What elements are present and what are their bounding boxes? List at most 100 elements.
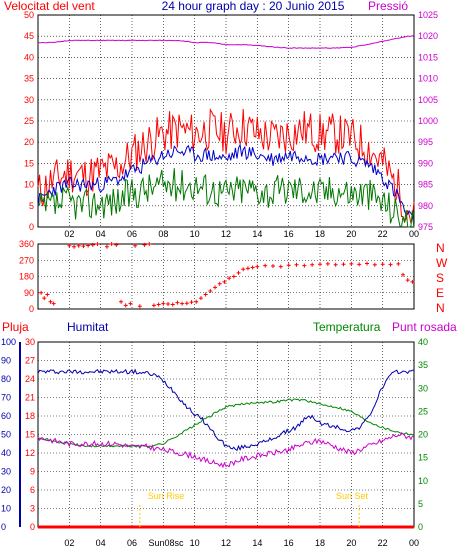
rain-humidity-y-tick-label: 90: [1, 356, 11, 366]
direction-point: [245, 266, 250, 271]
pressure-series: [38, 34, 415, 49]
temperature-y-tick-label: 35: [418, 360, 428, 370]
climate-x-tick-label: 00: [409, 538, 419, 548]
direction-point: [198, 296, 203, 301]
direction-point: [302, 263, 307, 268]
direction-point: [189, 300, 194, 305]
direction-point: [271, 264, 275, 269]
direction-point: [365, 261, 369, 266]
compass-letter: E: [436, 286, 444, 300]
rain-humidity-y-tick-label: 0: [1, 522, 6, 532]
dewpoint-y-tick-label: 0: [30, 522, 35, 532]
label-temperature: Temperatura: [313, 320, 381, 334]
pressure-y-tick-label: 1005: [418, 95, 438, 105]
direction-point: [109, 242, 114, 246]
wind-y-tick-label: 50: [24, 10, 34, 20]
direction-point: [180, 301, 185, 306]
direction-point: [119, 299, 124, 304]
direction-point: [388, 262, 393, 267]
dewpoint-y-tick-label: 21: [25, 393, 35, 403]
title-wind-speed: Velocitat del vent: [4, 0, 95, 13]
climate-x-tick-label: 20: [346, 538, 356, 548]
sunrise-label: Sun Rise: [148, 491, 185, 501]
direction-y-tick-label: 270: [19, 255, 34, 265]
rain-humidity-y-tick-label: 80: [1, 374, 11, 384]
chart-marks: 0510152025303540455097598098599099510001…: [1, 10, 438, 548]
wind-y-tick-label: 5: [29, 201, 34, 211]
wind-x-tick-label: 00: [409, 229, 419, 239]
compass-letter: S: [436, 271, 444, 285]
pressure-y-tick-label: 990: [418, 158, 433, 168]
temperature-y-tick-label: 30: [418, 383, 428, 393]
compass-letter: N: [436, 241, 445, 255]
direction-point: [250, 265, 255, 270]
direction-point: [286, 263, 291, 268]
wind-x-tick-label: 12: [221, 229, 231, 239]
direction-point: [161, 301, 166, 306]
direction-point: [42, 296, 47, 301]
rain-humidity-y-tick-label: 10: [1, 504, 11, 514]
wind-y-tick-label: 45: [24, 31, 34, 41]
direction-point: [95, 242, 100, 246]
wind-y-tick-label: 30: [24, 95, 34, 105]
direction-point: [142, 242, 147, 247]
direction-point: [241, 267, 246, 272]
direction-point: [151, 303, 156, 308]
temperature-y-tick-label: 15: [418, 453, 428, 463]
direction-point: [263, 263, 268, 268]
direction-point: [39, 290, 44, 295]
wind-y-tick-label: 25: [24, 116, 34, 126]
temperature-series: [37, 398, 415, 448]
direction-point: [278, 264, 283, 269]
direction-point: [147, 242, 152, 246]
direction-point: [67, 243, 72, 248]
direction-point: [194, 299, 199, 304]
direction-point: [333, 262, 338, 267]
wind-x-tick-label: 04: [96, 229, 106, 239]
direction-point: [166, 301, 171, 306]
pressure-y-tick-label: 985: [418, 180, 433, 190]
direction-point: [175, 300, 180, 305]
dewpoint-y-tick-label: 27: [25, 356, 35, 366]
compass-letter: W: [436, 256, 448, 270]
dewpoint-y-tick-label: 30: [25, 337, 35, 347]
direction-y-tick-label: 90: [24, 288, 34, 298]
dewpoint-series: [37, 432, 415, 469]
temperature-y-tick-label: 10: [418, 476, 428, 486]
direction-point: [81, 244, 86, 249]
direction-y-tick-label: 180: [19, 272, 34, 282]
direction-point: [227, 276, 232, 281]
wind-x-tick-label: 14: [252, 229, 262, 239]
direction-point: [137, 304, 142, 309]
dewpoint-y-tick-label: 12: [25, 448, 35, 458]
wind-y-tick-label: 15: [24, 158, 34, 168]
wind-y-tick-label: 10: [24, 180, 34, 190]
rain-humidity-y-tick-label: 50: [1, 430, 11, 440]
label-humidity: Humitat: [67, 320, 109, 334]
direction-point: [217, 281, 222, 286]
climate-x-tick-label: 10: [190, 538, 200, 548]
direction-point: [349, 261, 354, 266]
direction-point: [123, 303, 128, 308]
direction-point: [208, 288, 213, 293]
rain-humidity-y-tick-label: 20: [1, 485, 11, 495]
dewpoint-y-tick-label: 18: [25, 411, 35, 421]
direction-point: [170, 302, 175, 307]
wind-x-tick-label: 08: [158, 229, 168, 239]
title-graph-day: 24 hour graph day : 20 Junio 2015: [162, 0, 345, 13]
dewpoint-y-tick-label: 9: [30, 467, 35, 477]
direction-point: [401, 272, 406, 277]
dewpoint-y-tick-label: 15: [25, 430, 35, 440]
wind-x-tick-label: 18: [315, 229, 325, 239]
direction-point: [396, 261, 401, 266]
suntime-tick-label: Sun08sc: [148, 538, 184, 548]
rain-humidity-y-tick-label: 30: [1, 467, 11, 477]
dewpoint-y-tick-label: 24: [25, 374, 35, 384]
direction-point: [72, 244, 77, 249]
direction-point: [156, 302, 161, 307]
temperature-y-tick-label: 0: [418, 522, 423, 532]
direction-point: [372, 262, 377, 267]
direction-point: [341, 262, 346, 267]
wind-minimum-series: [37, 168, 415, 228]
pressure-y-tick-label: 1020: [418, 31, 438, 41]
